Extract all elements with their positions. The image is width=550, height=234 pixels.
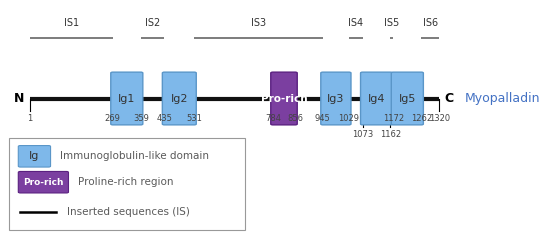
- Text: Ig2: Ig2: [170, 94, 188, 103]
- Text: 1029: 1029: [338, 113, 360, 123]
- FancyBboxPatch shape: [18, 146, 51, 167]
- Text: Myopalladin: Myopalladin: [465, 92, 541, 105]
- Text: 1073: 1073: [352, 130, 373, 139]
- FancyBboxPatch shape: [361, 72, 392, 125]
- Text: IS5: IS5: [384, 18, 399, 28]
- Text: N: N: [14, 92, 24, 105]
- Text: IS2: IS2: [145, 18, 160, 28]
- Text: Inserted sequences (IS): Inserted sequences (IS): [68, 207, 190, 217]
- FancyBboxPatch shape: [111, 72, 143, 125]
- Text: 1262: 1262: [411, 113, 432, 123]
- Text: 359: 359: [133, 113, 148, 123]
- Text: 1162: 1162: [379, 130, 401, 139]
- Text: 435: 435: [156, 113, 172, 123]
- FancyBboxPatch shape: [18, 172, 69, 193]
- FancyBboxPatch shape: [271, 72, 297, 125]
- Text: 1: 1: [27, 113, 32, 123]
- FancyBboxPatch shape: [391, 72, 424, 125]
- FancyBboxPatch shape: [162, 72, 196, 125]
- Text: Proline-rich region: Proline-rich region: [78, 177, 173, 187]
- Text: Immunoglobulin-like domain: Immunoglobulin-like domain: [60, 151, 209, 161]
- Text: 531: 531: [186, 113, 202, 123]
- Text: Ig: Ig: [29, 151, 40, 161]
- Text: 945: 945: [315, 113, 331, 123]
- Text: Pro-rich: Pro-rich: [23, 178, 64, 187]
- Text: IS4: IS4: [348, 18, 364, 28]
- Bar: [9, 138, 245, 230]
- Text: 784: 784: [265, 113, 281, 123]
- Text: Pro-rich: Pro-rich: [261, 94, 307, 103]
- Text: Ig4: Ig4: [367, 94, 385, 103]
- Text: Ig5: Ig5: [399, 94, 416, 103]
- Text: IS1: IS1: [64, 18, 79, 28]
- Text: Ig1: Ig1: [118, 94, 135, 103]
- Text: 269: 269: [105, 113, 121, 123]
- FancyBboxPatch shape: [321, 72, 351, 125]
- Text: IS6: IS6: [423, 18, 438, 28]
- Text: 1320: 1320: [429, 113, 450, 123]
- Text: C: C: [444, 92, 454, 105]
- Text: Ig3: Ig3: [327, 94, 344, 103]
- Text: IS3: IS3: [251, 18, 266, 28]
- Text: 1172: 1172: [383, 113, 404, 123]
- Text: 856: 856: [287, 113, 303, 123]
